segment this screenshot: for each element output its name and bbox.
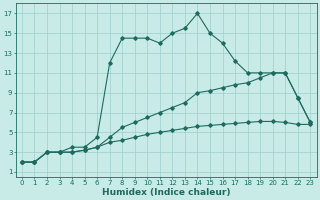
X-axis label: Humidex (Indice chaleur): Humidex (Indice chaleur) (102, 188, 230, 197)
